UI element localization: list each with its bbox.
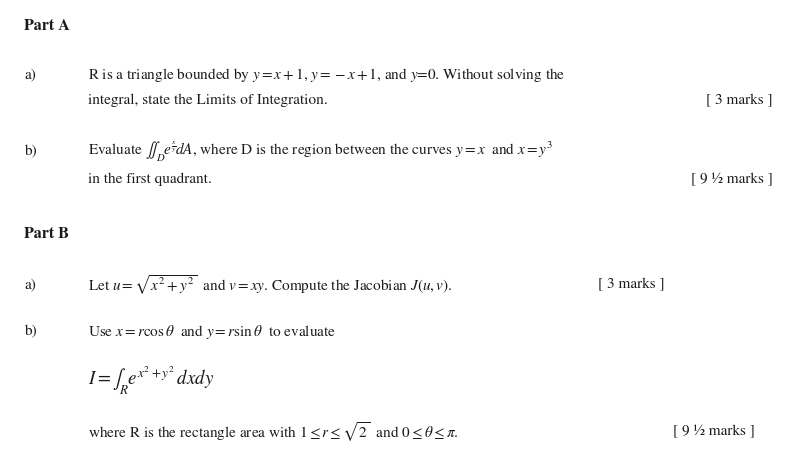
Text: Evaluate $\iint_D e^{\frac{x}{y}}\!dA$, where D is the region between the curves: Evaluate $\iint_D e^{\frac{x}{y}}\!dA$, … bbox=[88, 139, 553, 164]
Text: $I = \int_R e^{x^2+y^2}\,dxdy$: $I = \int_R e^{x^2+y^2}\,dxdy$ bbox=[88, 365, 214, 396]
Text: where R is the rectangle area with $1 \leq r \leq \sqrt{2}$  and $0 \leq \theta : where R is the rectangle area with $1 \l… bbox=[88, 420, 458, 444]
Text: [ 3 marks ]: [ 3 marks ] bbox=[706, 94, 773, 107]
Text: [ 9 ½ marks ]: [ 9 ½ marks ] bbox=[673, 425, 756, 439]
Text: [ 3 marks ]: [ 3 marks ] bbox=[598, 278, 665, 291]
Text: Let $u = \sqrt{x^2 + y^2}$  and $v = xy$. Compute the Jacobian $J(u, v)$.: Let $u = \sqrt{x^2 + y^2}$ and $v = xy$.… bbox=[88, 273, 452, 297]
Text: Use $x = r\cos\theta$  and $y = r\sin\theta$  to evaluate: Use $x = r\cos\theta$ and $y = r\sin\the… bbox=[88, 323, 336, 340]
Text: Part A: Part A bbox=[24, 19, 70, 33]
Text: a): a) bbox=[24, 278, 36, 291]
Text: a): a) bbox=[24, 68, 36, 81]
Text: in the first quadrant.: in the first quadrant. bbox=[88, 173, 211, 186]
Text: R is a triangle bounded by $y = x + 1$, $y = -x + 1$, and $y$=0. Without solving: R is a triangle bounded by $y = x + 1$, … bbox=[88, 66, 565, 84]
Text: integral, state the Limits of Integration.: integral, state the Limits of Integratio… bbox=[88, 94, 328, 107]
Text: Part B: Part B bbox=[24, 226, 69, 241]
Text: b): b) bbox=[24, 325, 37, 338]
Text: b): b) bbox=[24, 145, 37, 158]
Text: [ 9 ½ marks ]: [ 9 ½ marks ] bbox=[691, 173, 773, 186]
